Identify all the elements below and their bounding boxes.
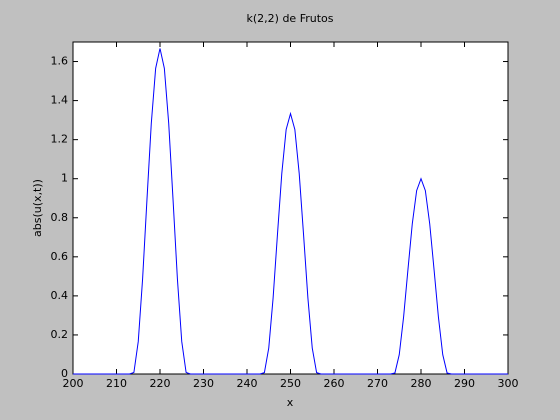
y-axis-label: abs(u(x,t)) — [31, 179, 44, 237]
x-tick-label: 230 — [193, 377, 214, 390]
x-tick-label: 210 — [106, 377, 127, 390]
x-tick-label: 250 — [280, 377, 301, 390]
x-tick-label: 280 — [411, 377, 432, 390]
y-tick-label: 0.6 — [51, 250, 69, 263]
y-tick-label: 1.2 — [51, 133, 69, 146]
y-tick-label: 0.2 — [51, 328, 69, 341]
chart-title: k(2,2) de Frutos — [247, 12, 334, 25]
x-tick-label: 290 — [454, 377, 475, 390]
data-line — [73, 48, 508, 375]
x-tick-label: 300 — [498, 377, 519, 390]
x-tick-label: 220 — [150, 377, 171, 390]
y-tick-label: 1.4 — [51, 94, 69, 107]
x-axis-label: x — [287, 396, 294, 409]
plot-area — [72, 41, 509, 375]
y-tick-label: 0.8 — [51, 211, 69, 224]
y-tick-label: 0.4 — [51, 289, 69, 302]
x-tick-label: 240 — [237, 377, 258, 390]
y-tick-label: 1 — [61, 172, 68, 185]
x-tick-label: 200 — [63, 377, 84, 390]
x-tick-label: 260 — [324, 377, 345, 390]
y-tick-label: 0 — [61, 367, 68, 380]
x-tick-label: 270 — [367, 377, 388, 390]
y-tick-label: 1.6 — [51, 55, 69, 68]
